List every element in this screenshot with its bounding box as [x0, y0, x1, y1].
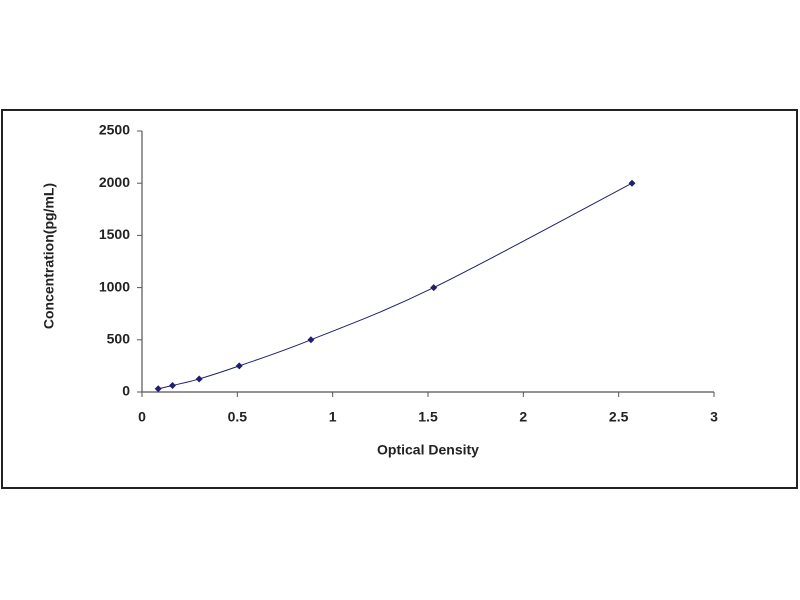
- point: [430, 284, 438, 292]
- y-axis-label: Concentration(pg/mL): [41, 183, 57, 329]
- y-tick-label: 1000: [99, 278, 130, 294]
- y-tick-label: 0: [122, 383, 130, 399]
- point: [169, 381, 177, 389]
- y-tick-label: 1500: [99, 226, 130, 242]
- x-tick-label: 0: [138, 409, 146, 425]
- point: [307, 336, 315, 344]
- y-tick-label: 500: [107, 331, 131, 347]
- x-tick-label: 1: [329, 409, 337, 425]
- x-tick-label: 2: [519, 409, 527, 425]
- point: [195, 375, 203, 383]
- y-tick-label: 2000: [99, 174, 130, 190]
- point: [628, 179, 636, 187]
- x-axis-label: Optical Density: [377, 442, 479, 458]
- point: [235, 362, 243, 370]
- x-tick-label: 1.5: [418, 409, 438, 425]
- x-tick-label: 2.5: [609, 409, 629, 425]
- y-tick-label: 2500: [99, 122, 130, 138]
- point: [154, 385, 162, 393]
- x-tick-label: 0.5: [228, 409, 248, 425]
- x-tick-label: 3: [710, 409, 718, 425]
- chart-frame: [1, 109, 798, 489]
